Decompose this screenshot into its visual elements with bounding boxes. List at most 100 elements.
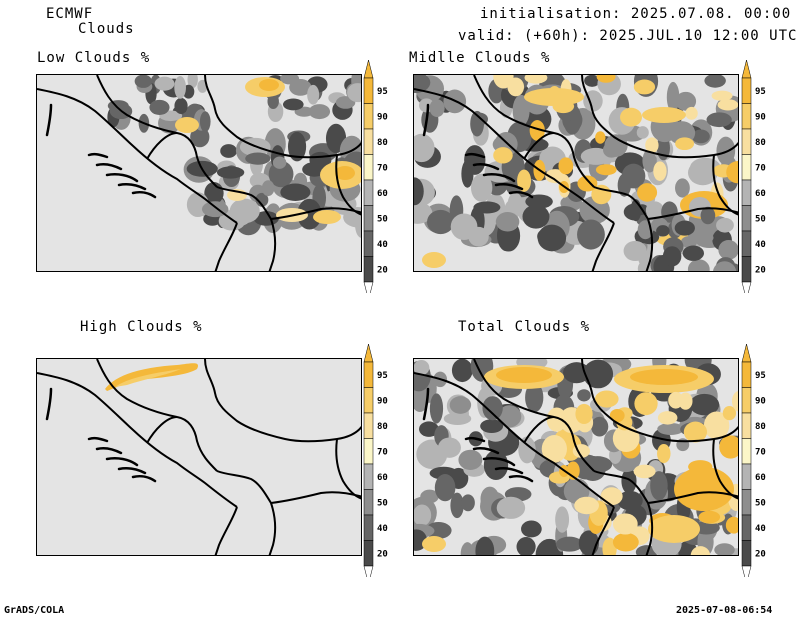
cloud-area — [717, 99, 738, 111]
cloud-area — [470, 173, 493, 202]
island — [482, 457, 516, 467]
colorbar-band — [741, 103, 752, 130]
cloud-area — [272, 156, 287, 169]
colorbar-arrow-bottom — [363, 281, 374, 293]
cloud-area — [642, 107, 686, 123]
cloud-area — [115, 369, 181, 387]
colorbar-arrow-top — [363, 59, 374, 79]
colorbar-band — [363, 179, 374, 206]
cloud-area — [174, 97, 188, 115]
colorbar-arrow-bottom — [741, 565, 752, 577]
colorbar-band — [363, 103, 374, 130]
colorbar-band — [741, 128, 752, 155]
cloud-area — [716, 217, 734, 233]
colorbar-tick-label: 95 — [377, 87, 388, 97]
product-name: Clouds — [78, 21, 135, 37]
cloud-area — [267, 93, 279, 110]
country-border — [581, 359, 738, 443]
colorbar-tick-label: 40 — [755, 524, 766, 534]
colorbar-tick-label: 80 — [377, 422, 388, 432]
colorbar-band — [741, 387, 752, 414]
cloud-area — [682, 245, 704, 261]
cloud-area — [287, 131, 307, 162]
island — [131, 474, 157, 483]
cloud-area — [460, 542, 475, 555]
colorbar-arrow-bottom — [363, 565, 374, 577]
cloud-area — [197, 79, 208, 93]
colorbar-band — [363, 230, 374, 257]
map-total — [414, 359, 738, 555]
country-border — [216, 470, 277, 555]
cloud-area — [199, 111, 211, 132]
country-border — [270, 491, 361, 504]
island — [87, 436, 109, 443]
colorbar-tick-label: 80 — [755, 138, 766, 148]
island — [464, 436, 486, 443]
cloud-area — [714, 543, 735, 555]
country-border — [204, 359, 361, 443]
colorbar-band — [741, 154, 752, 181]
cloud-area — [529, 120, 545, 141]
footer-software: GrADS/COLA — [4, 605, 65, 616]
cloud-area — [437, 437, 461, 458]
cloud-area — [175, 117, 199, 133]
island — [508, 190, 534, 199]
cloud-area — [577, 175, 598, 192]
cloud-area — [642, 148, 657, 173]
cloud-area — [427, 209, 455, 235]
cloud-area — [220, 144, 238, 158]
cloud-area — [475, 536, 495, 555]
cloud-area — [429, 99, 445, 118]
colorbar-tick-label: 60 — [755, 473, 766, 483]
valid-time: valid: (+60h): 2025.JUL.10 12:00 UTC — [458, 28, 798, 44]
country-border — [270, 207, 361, 220]
cloud-area — [347, 83, 361, 103]
colorbar-tick-label: 80 — [377, 138, 388, 148]
colorbar-band — [741, 412, 752, 439]
colorbar-tick-label: 60 — [377, 189, 388, 199]
colorbar-low: 95 90 80 70 60 50 40 20 — [363, 59, 388, 293]
map-high — [37, 359, 361, 555]
cloud-area — [496, 496, 526, 519]
cloud-area — [134, 75, 152, 88]
country-border — [146, 416, 178, 444]
cloud-area — [493, 75, 514, 89]
country-border — [712, 438, 738, 500]
cloud-area — [583, 359, 614, 389]
cloud-area — [282, 98, 304, 111]
colorbar-band — [363, 463, 374, 490]
island — [117, 182, 147, 191]
country-border — [523, 416, 555, 444]
cloud-area — [308, 104, 331, 120]
cloud-area — [590, 416, 609, 437]
cloud-area — [261, 180, 275, 197]
colorbar-tick-label: 40 — [755, 240, 766, 250]
island — [422, 387, 430, 421]
cloud-area — [414, 504, 432, 527]
cloud-area — [689, 393, 720, 416]
cloud-area — [650, 471, 668, 501]
cloud-area — [414, 75, 431, 94]
cloud-area — [595, 131, 606, 144]
cloud-area — [719, 435, 738, 459]
colorbar-tick-label: 90 — [377, 112, 388, 122]
cloud-area — [726, 161, 738, 184]
colorbar-tick-label: 95 — [755, 87, 766, 97]
cloud-area — [685, 106, 698, 120]
cloud-area — [307, 84, 320, 105]
cloud-area — [630, 369, 698, 385]
cloud-area — [617, 490, 643, 511]
cloud-area — [675, 91, 697, 111]
cloud-area — [612, 532, 639, 552]
cloud-area — [255, 192, 269, 207]
cloud-area — [687, 259, 710, 271]
colorbar-arrow-top — [363, 343, 374, 363]
cloud-area — [422, 536, 446, 552]
country-border — [523, 132, 555, 160]
cloud-area — [691, 129, 710, 144]
colorbar-tick-label: 40 — [377, 240, 388, 250]
colorbar-tick-label: 20 — [755, 549, 766, 559]
cloud-area — [297, 198, 322, 230]
cloud-area — [268, 160, 294, 188]
cloud-area — [451, 359, 473, 383]
